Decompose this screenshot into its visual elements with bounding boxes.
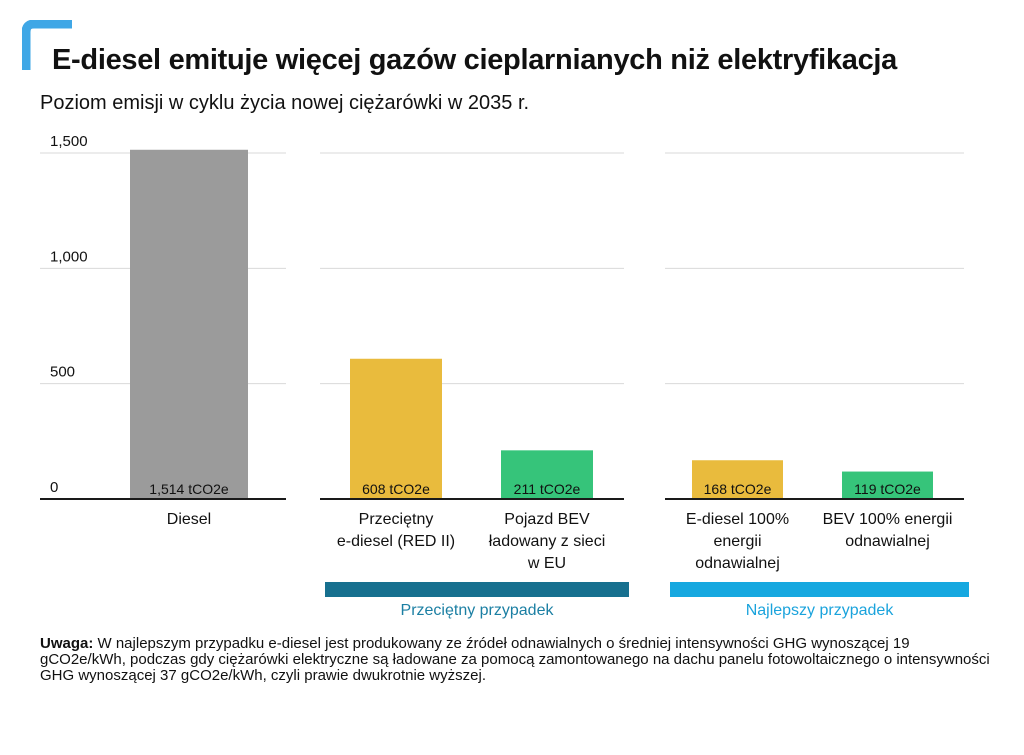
y-tick-label: 1,000 [50, 248, 88, 265]
group-band [325, 582, 629, 597]
data-label: 608 tCO2e [362, 481, 430, 497]
data-label: 119 tCO2e [854, 481, 921, 497]
bar [842, 471, 933, 499]
category-label: Pojazd BEV [504, 511, 590, 528]
footnote-text: W najlepszym przypadku e-diesel jest pro… [40, 635, 990, 684]
category-label: BEV 100% energii [823, 511, 953, 528]
chart-title: E-diesel emituje więcej gazów cieplarnia… [52, 44, 898, 76]
category-label: E-diesel 100% [686, 511, 789, 528]
bar [350, 358, 442, 499]
data-label: 168 tCO2e [704, 481, 772, 497]
data-label: 1,514 tCO2e [149, 481, 229, 497]
category-label: w EU [527, 555, 566, 572]
footnote-label: Uwaga: [40, 635, 94, 652]
bar [130, 149, 248, 499]
category-label: odnawialnej [845, 533, 930, 550]
y-tick-label: 500 [50, 364, 75, 381]
footnote: Uwaga: W najlepszym przypadku e-diesel j… [40, 636, 990, 684]
corner-bracket-icon [22, 20, 72, 70]
bar [692, 460, 783, 499]
category-label: ładowany z sieci [489, 533, 606, 550]
group-label: Przeciętny przypadek [401, 602, 555, 619]
y-tick-label: 0 [50, 479, 58, 496]
group-label: Najlepszy przypadek [746, 602, 895, 619]
y-tick-label: 1,500 [50, 133, 88, 150]
category-label: Przeciętny [359, 511, 434, 528]
data-label: 211 tCO2e [514, 481, 581, 497]
chart-subtitle: Poziom emisji w cyklu życia nowej ciężar… [40, 92, 530, 114]
category-label: e-diesel (RED II) [337, 533, 455, 550]
group-band [670, 582, 969, 597]
bar [501, 450, 593, 499]
category-label: Diesel [167, 511, 211, 528]
category-label: energii [713, 533, 761, 550]
category-label: odnawialnej [695, 555, 780, 572]
bar-chart: 0 500 1,000 1,500 1,514 tCO2e Diesel 608 tCO2e… [40, 133, 969, 619]
